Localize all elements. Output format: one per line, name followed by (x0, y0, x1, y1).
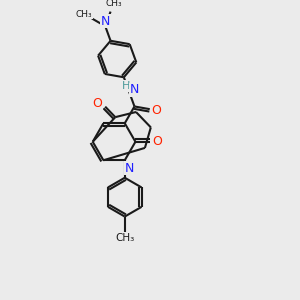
Text: N: N (125, 161, 134, 175)
Text: O: O (152, 135, 162, 148)
Text: CH₃: CH₃ (76, 10, 92, 19)
Text: CH₃: CH₃ (115, 233, 134, 243)
Text: N: N (100, 15, 110, 28)
Text: CH₃: CH₃ (105, 0, 122, 8)
Text: H: H (122, 81, 130, 91)
Text: O: O (152, 103, 161, 117)
Text: O: O (92, 97, 102, 110)
Text: N: N (129, 83, 139, 96)
